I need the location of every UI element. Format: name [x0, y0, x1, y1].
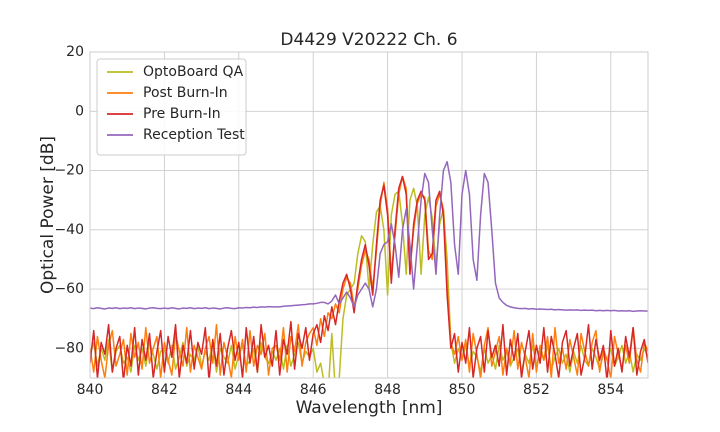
- x-tick-label: 852: [523, 382, 550, 398]
- x-tick-label: 846: [300, 382, 327, 398]
- series-line: [90, 175, 648, 378]
- legend-label: Post Burn-In: [143, 85, 228, 101]
- legend-label: Reception Test: [143, 127, 245, 143]
- y-axis-label: Optical Power [dB]: [38, 136, 58, 294]
- y-tick-label: −80: [54, 340, 84, 356]
- y-tick-label: 0: [75, 103, 84, 119]
- x-tick-label: 842: [151, 382, 178, 398]
- y-tick-label: 20: [66, 44, 84, 60]
- legend-label: Pre Burn-In: [143, 106, 221, 122]
- ticks: 840 842 844 846 848 850 852 854 −80 −60 −40 −20 0 20: [54, 44, 624, 398]
- x-tick-label: 840: [77, 382, 104, 398]
- plot-area: [90, 160, 648, 378]
- x-axis-label: Wavelength [nm]: [296, 398, 443, 418]
- chart-title: D4429 V20222 Ch. 6: [280, 30, 457, 50]
- plot-frame: [89, 51, 649, 379]
- y-tick-label: −40: [54, 222, 84, 238]
- legend-box: [96, 58, 247, 156]
- series-line: [90, 160, 648, 313]
- y-tick-label: −20: [54, 163, 84, 179]
- legend-label: OptoBoard QA: [143, 64, 244, 80]
- x-tick-label: 844: [225, 382, 252, 398]
- x-tick-label: 848: [374, 382, 401, 398]
- x-tick-label: 854: [597, 382, 624, 398]
- series-line: [90, 175, 648, 378]
- legend: OptoBoard QA Post Burn-In Pre Burn-In Recep…: [96, 58, 247, 156]
- x-tick-label: 850: [449, 382, 476, 398]
- y-tick-label: −60: [54, 281, 84, 297]
